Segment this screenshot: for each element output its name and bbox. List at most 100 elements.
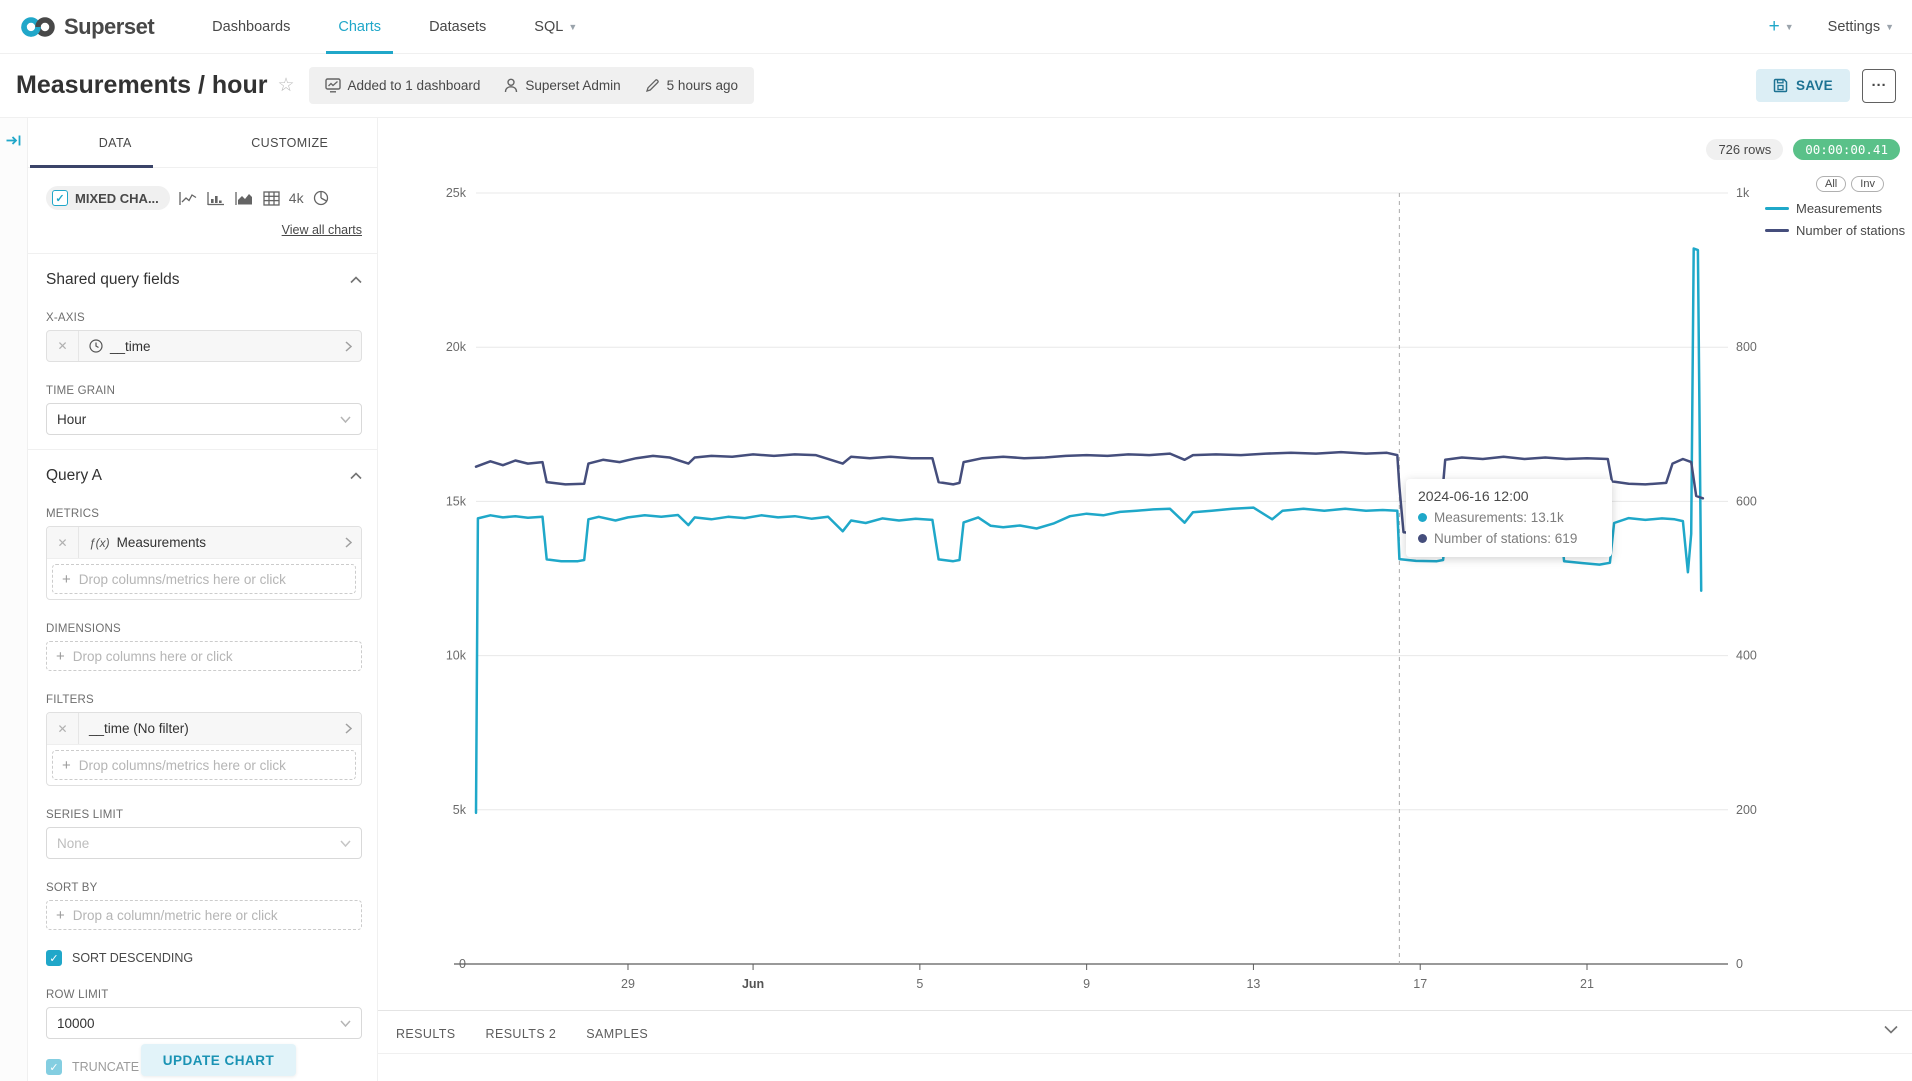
metrics-control: ✕ ƒ(x) Measurements + Drop columns/me: [46, 526, 362, 600]
legend-label: Number of stations: [1796, 223, 1906, 238]
row-limit-select[interactable]: 10000: [46, 1007, 362, 1039]
tooltip-value: Number of stations: 619: [1434, 531, 1578, 546]
filter-time-no-filter[interactable]: ✕ __time (No filter): [47, 713, 361, 745]
metric-measurements[interactable]: ✕ ƒ(x) Measurements: [47, 527, 361, 559]
nav-item-charts[interactable]: Charts: [314, 0, 405, 54]
nav-item-dashboards[interactable]: Dashboards: [212, 18, 291, 35]
filters-drop-zone[interactable]: + Drop columns/metrics here or click: [52, 750, 356, 780]
remove-icon[interactable]: ✕: [47, 713, 79, 744]
chart-owner[interactable]: Superset Admin: [504, 78, 621, 93]
tab-data[interactable]: DATA: [28, 118, 203, 168]
nav-item-datasets[interactable]: Datasets: [429, 18, 487, 35]
svg-text:5k: 5k: [453, 803, 467, 817]
sort-descending-checkbox[interactable]: ✓ SORT DESCENDING: [46, 950, 362, 966]
chevron-right-icon: [345, 340, 352, 352]
drop-zone-hint: Drop columns/metrics here or click: [78, 571, 286, 587]
svg-text:Jun: Jun: [742, 977, 764, 991]
datasource-collapse-rail: [0, 118, 28, 1081]
nav-items: Dashboards Charts Datasets SQL ▼: [188, 0, 601, 54]
filter-value: __time (No filter): [89, 721, 189, 736]
tab-results-2[interactable]: RESULTS 2: [485, 1027, 557, 1042]
bar-chart-icon[interactable]: [207, 191, 226, 206]
series-limit-placeholder: None: [57, 835, 90, 851]
shared-query-fields-section[interactable]: Shared query fields: [46, 271, 362, 289]
new-item-button[interactable]: + ▼: [1769, 16, 1794, 38]
legend-invert-button[interactable]: Inv: [1851, 176, 1884, 192]
series-dot-icon: [1418, 513, 1427, 522]
chart-column: 0 0 5k 200 10k 400 15k 600 20k 800 25k 1k 29 Jun 5 9 13 1…: [378, 118, 1912, 1081]
x-axis-field[interactable]: ✕ __time: [46, 330, 362, 362]
legend-select-all-button[interactable]: All: [1816, 176, 1847, 192]
collapse-pane-chevron-icon[interactable]: [1884, 1025, 1898, 1034]
control-panel: DATA CUSTOMIZE ✓ MIXED CHA...: [28, 118, 378, 1081]
svg-text:0: 0: [1736, 957, 1743, 971]
query-a-section[interactable]: Query A: [46, 467, 362, 485]
svg-text:20k: 20k: [446, 340, 467, 354]
line-chart-icon[interactable]: [179, 191, 198, 206]
more-options-button[interactable]: ···: [1862, 68, 1896, 103]
legend-label: Measurements: [1796, 201, 1882, 216]
legend-item-measurements[interactable]: Measurements: [1765, 201, 1912, 216]
svg-text:21: 21: [1580, 977, 1594, 991]
control-panel-body: ✓ MIXED CHA...: [28, 168, 377, 1081]
update-chart-button[interactable]: UPDATE CHART: [141, 1044, 296, 1076]
tab-samples[interactable]: SAMPLES: [586, 1027, 649, 1042]
svg-text:400: 400: [1736, 649, 1757, 663]
infinity-logo-icon: [21, 16, 55, 37]
metrics-label: METRICS: [46, 508, 100, 520]
pie-chart-icon[interactable]: [313, 190, 329, 206]
checkbox-checked-icon: ✓: [52, 190, 68, 206]
series-limit-select[interactable]: None: [46, 827, 362, 859]
chevron-right-icon: [345, 537, 352, 548]
header-actions: SAVE ···: [1756, 68, 1896, 103]
remove-icon[interactable]: ✕: [47, 331, 79, 361]
viz-type-row: ✓ MIXED CHA...: [46, 186, 362, 210]
superset-logo[interactable]: Superset: [20, 0, 155, 53]
view-all-charts-link[interactable]: View all charts: [281, 223, 362, 237]
chart-owner-label: Superset Admin: [525, 78, 621, 93]
chevron-up-icon: [350, 472, 362, 480]
plus-icon: +: [56, 647, 65, 665]
sort-by-drop-zone[interactable]: + Drop a column/metric here or click: [46, 900, 362, 930]
row-count-badge: 726 rows: [1706, 139, 1784, 160]
page-title: Measurements / hour: [16, 71, 268, 99]
svg-text:600: 600: [1736, 494, 1757, 508]
divider: [28, 449, 377, 450]
chart-canvas[interactable]: 0 0 5k 200 10k 400 15k 600 20k 800 25k 1k 29 Jun 5 9 13 1…: [378, 118, 1912, 1011]
x-axis-label: X-AXIS: [46, 312, 85, 324]
plus-icon: +: [62, 756, 71, 774]
svg-text:29: 29: [621, 977, 635, 991]
time-grain-select[interactable]: Hour: [46, 403, 362, 435]
table-icon[interactable]: [263, 190, 280, 206]
viz-type-chip-mixed-chart[interactable]: ✓ MIXED CHA...: [46, 186, 170, 210]
viz-quick-switch-icons: 4k: [179, 190, 329, 206]
last-modified[interactable]: 5 hours ago: [645, 78, 738, 93]
tab-customize[interactable]: CUSTOMIZE: [251, 135, 329, 150]
nav-item-sql[interactable]: SQL ▼: [510, 0, 601, 53]
expand-panel-icon[interactable]: [5, 132, 22, 149]
plus-icon: +: [56, 906, 65, 924]
dashboards-attached-label: Added to 1 dashboard: [347, 78, 481, 93]
tooltip-timestamp: 2024-06-16 12:00: [1418, 488, 1529, 504]
legend-item-number-of-stations[interactable]: Number of stations: [1765, 223, 1912, 238]
explore-body: DATA CUSTOMIZE ✓ MIXED CHA...: [0, 117, 1912, 1081]
favorite-star-icon[interactable]: ☆: [277, 75, 295, 96]
svg-text:17: 17: [1413, 977, 1427, 991]
tab-results[interactable]: RESULTS: [396, 1027, 456, 1042]
query-timer-badge: 00:00:00.41: [1793, 139, 1900, 160]
drop-zone-hint: Drop a column/metric here or click: [72, 907, 278, 923]
drop-zone-hint: Drop columns/metrics here or click: [78, 757, 286, 773]
chart-tooltip: 2024-06-16 12:00 Measurements: 13.1k Num…: [1406, 479, 1612, 557]
metrics-drop-zone[interactable]: + Drop columns/metrics here or click: [52, 564, 356, 594]
big-number-4k-icon[interactable]: 4k: [288, 190, 304, 206]
settings-menu[interactable]: Settings ▼: [1828, 19, 1894, 35]
chevron-up-icon: [350, 276, 362, 284]
area-chart-icon[interactable]: [235, 191, 254, 206]
remove-icon[interactable]: ✕: [47, 527, 79, 558]
query-status-badges: 726 rows 00:00:00.41: [1706, 139, 1900, 160]
save-button[interactable]: SAVE: [1756, 69, 1850, 102]
dimensions-drop-zone[interactable]: + Drop columns here or click: [46, 641, 362, 671]
nav-item-sql-label: SQL: [534, 18, 564, 35]
dashboards-attached[interactable]: Added to 1 dashboard: [324, 78, 481, 93]
control-panel-tabs: DATA CUSTOMIZE: [28, 118, 377, 168]
